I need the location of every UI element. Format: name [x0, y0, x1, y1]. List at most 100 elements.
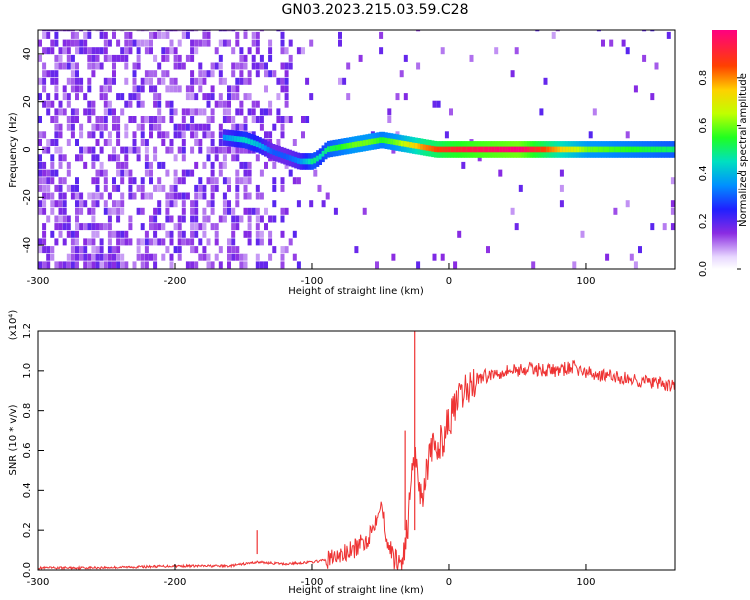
heatmap-cell	[268, 39, 273, 47]
heatmap-cell	[165, 246, 170, 254]
heatmap-cell	[247, 146, 252, 154]
heatmap-cell	[161, 161, 166, 169]
heatmap-cell	[144, 238, 149, 246]
heatmap-cell	[70, 85, 75, 93]
heatmap-cell	[338, 31, 342, 39]
ridge-core	[335, 145, 339, 151]
ridge-core	[357, 141, 361, 147]
heatmap-cell	[46, 261, 51, 269]
heatmap-cell	[54, 200, 59, 208]
heatmap-cell	[169, 30, 174, 32]
heatmap-cell	[70, 184, 75, 192]
heatmap-cell	[202, 246, 207, 254]
heatmap-cell	[165, 31, 170, 39]
ridge-core	[644, 146, 649, 153]
heatmap-cell	[531, 261, 536, 269]
heatmap-cell	[243, 161, 248, 169]
heatmap-cell	[206, 30, 211, 32]
heatmap-cell	[99, 192, 104, 200]
heatmap-cell	[103, 139, 108, 146]
heatmap-cell	[136, 39, 141, 47]
heatmap-cell	[198, 123, 203, 131]
heatmap-cell	[251, 131, 256, 139]
heatmap-cell	[185, 192, 190, 200]
ridge-core	[422, 144, 427, 151]
snr-panel: -300 -200 -100 0 100 0.0 0.2 0.4 0.6 0.8 1.0 1.2 H…	[8, 310, 676, 596]
heatmap-cell	[107, 207, 112, 215]
heatmap-cell	[243, 62, 248, 70]
heatmap-cell	[338, 39, 342, 47]
heatmap-cell	[50, 47, 55, 55]
heatmap-cell	[309, 93, 314, 101]
heatmap-cell	[140, 238, 145, 246]
heatmap-cell	[194, 215, 199, 223]
heatmap-cell	[124, 169, 129, 177]
heatmap-cell	[210, 169, 215, 177]
heatmap-cell	[206, 215, 211, 223]
x-tick-label: -300	[27, 577, 50, 588]
heatmap-cell	[46, 177, 51, 185]
heatmap-cell	[120, 192, 125, 200]
heatmap-cell	[112, 116, 116, 123]
heatmap-cell	[202, 207, 207, 215]
heatmap-cell	[128, 169, 133, 177]
ridge-core	[614, 146, 618, 153]
ridge-core	[507, 146, 512, 153]
heatmap-cell	[239, 215, 244, 223]
ridge-core	[370, 138, 375, 145]
heatmap-cell	[95, 47, 100, 55]
ridge-core	[310, 158, 314, 165]
ridge-core	[253, 140, 257, 147]
ridge-core	[349, 142, 353, 149]
heatmap-cell	[194, 93, 199, 101]
heatmap-cell	[62, 192, 67, 200]
heatmap-cell	[70, 116, 75, 123]
heatmap-cell	[128, 192, 133, 200]
heatmap-cell	[358, 54, 363, 62]
heatmap-cell	[95, 30, 100, 32]
ridge-core	[414, 143, 418, 149]
heatmap-cell	[181, 169, 186, 177]
heatmap-cell	[255, 116, 260, 123]
heatmap-cell	[136, 123, 141, 131]
heatmap-cell	[231, 253, 236, 261]
heatmap-cell	[243, 261, 248, 269]
heatmap-cell	[255, 192, 260, 200]
heatmap-cell	[116, 154, 121, 162]
heatmap-cell	[194, 131, 199, 139]
heatmap-cell	[218, 146, 223, 154]
heatmap-cell	[231, 238, 236, 246]
heatmap-cell	[149, 161, 153, 169]
ridge-core	[403, 141, 407, 147]
heatmap-cell	[95, 223, 100, 231]
ridge-core	[595, 146, 599, 153]
heatmap-cell	[198, 253, 203, 261]
heatmap-cell	[227, 146, 231, 154]
ridge-core	[655, 146, 659, 153]
heatmap-cell	[235, 246, 240, 254]
heatmap-cell	[276, 139, 281, 146]
ridge-core	[617, 146, 621, 153]
heatmap-cell	[99, 47, 104, 55]
heatmap-cell	[58, 192, 63, 200]
heatmap-cell	[103, 223, 108, 231]
heatmap-cell	[210, 261, 215, 269]
heatmap-cell	[120, 261, 125, 269]
ridge-core	[502, 146, 506, 153]
heatmap-cell	[227, 39, 231, 47]
heatmap-cell	[268, 253, 273, 261]
heatmap-cell	[206, 146, 211, 154]
heatmap-cell	[243, 31, 248, 39]
heatmap-cell	[169, 146, 174, 154]
heatmap-cell	[181, 108, 186, 116]
heatmap-cell	[272, 184, 277, 192]
heatmap-cell	[173, 77, 178, 85]
heatmap-cell	[42, 184, 47, 192]
heatmap-cell	[91, 54, 96, 62]
heatmap-cell	[75, 246, 79, 254]
ridge-core	[225, 135, 229, 141]
ridge-core	[264, 145, 268, 152]
heatmap-cell	[264, 261, 268, 269]
heatmap-cell	[79, 146, 84, 154]
heatmap-cell	[264, 131, 268, 139]
